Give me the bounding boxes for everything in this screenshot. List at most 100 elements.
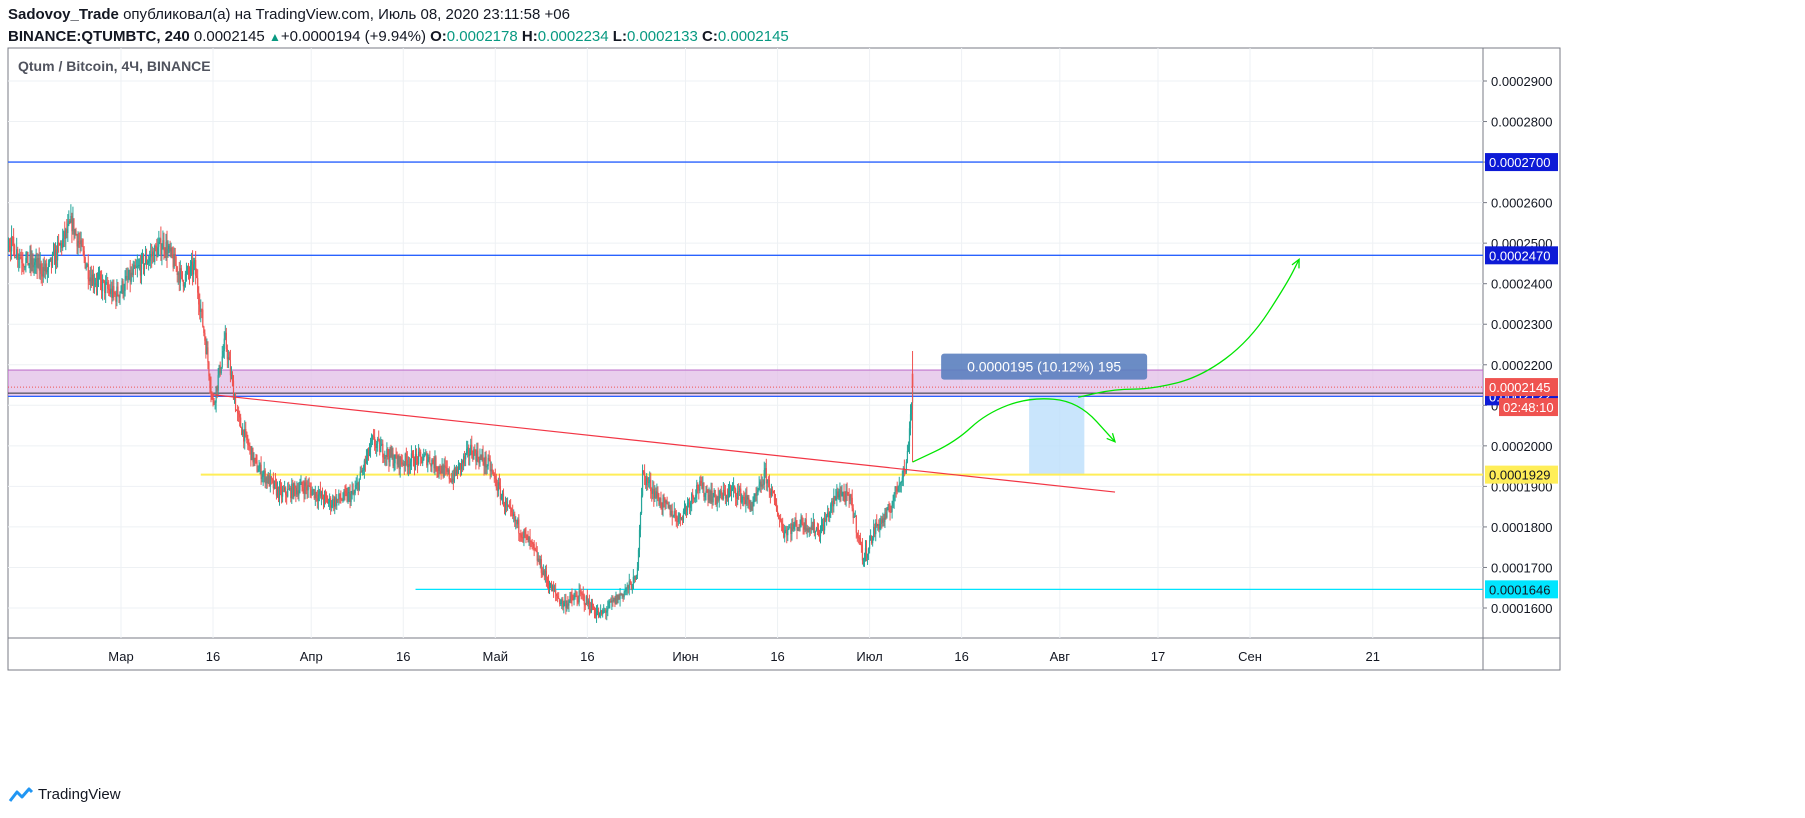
candle-body xyxy=(274,480,277,484)
candle-body xyxy=(200,309,202,312)
candle-body xyxy=(347,492,349,501)
candle-body xyxy=(320,492,323,497)
candle-body xyxy=(741,497,743,503)
author-name[interactable]: Sadovoy_Trade xyxy=(8,6,119,23)
candle-body xyxy=(664,498,666,503)
candle-body xyxy=(65,229,67,239)
candle-body xyxy=(614,598,616,604)
candle-body xyxy=(486,466,488,468)
candle-body xyxy=(670,510,672,516)
candle-body xyxy=(384,454,386,459)
candle-body xyxy=(658,498,660,505)
candle-body xyxy=(6,233,7,236)
candle-body xyxy=(834,495,836,501)
candle-body xyxy=(435,457,437,470)
candle-body xyxy=(335,497,337,506)
candle-body xyxy=(129,270,131,282)
candle-body xyxy=(702,482,704,489)
resistance-zone xyxy=(8,369,1483,397)
candle-body xyxy=(782,524,784,532)
candle-body xyxy=(356,482,358,485)
candle-body xyxy=(636,567,639,576)
candle-body xyxy=(874,526,876,535)
candle-body xyxy=(34,262,36,266)
candle-body xyxy=(700,480,702,484)
candle-body xyxy=(895,486,897,489)
candle-body xyxy=(316,498,318,501)
candle-body xyxy=(710,490,712,502)
candle-body xyxy=(39,263,41,271)
candle-body xyxy=(527,534,529,543)
candle-body xyxy=(624,591,626,593)
candle-body xyxy=(419,451,421,453)
candle-body xyxy=(754,494,756,501)
candle-body xyxy=(731,488,734,490)
candle-body xyxy=(270,476,272,479)
x-tick-label: 21 xyxy=(1366,649,1380,664)
candle-body xyxy=(312,489,314,491)
candle-body xyxy=(579,590,581,593)
candle-body xyxy=(533,543,535,549)
candle-body xyxy=(308,485,310,487)
candle-body xyxy=(139,265,142,276)
candle-body xyxy=(600,610,602,613)
candle-body xyxy=(62,238,64,249)
candle-body xyxy=(168,245,170,249)
candle-body xyxy=(747,497,749,500)
candle-body xyxy=(249,445,251,447)
candle-body xyxy=(711,490,713,503)
candle-body xyxy=(438,466,440,471)
candle-body xyxy=(152,251,154,257)
candle-body xyxy=(41,274,43,277)
candle-body xyxy=(784,530,786,538)
candle-body xyxy=(692,493,694,498)
candle-body xyxy=(750,506,752,511)
candle-body xyxy=(637,549,640,568)
candle-body xyxy=(582,593,584,596)
candle-body xyxy=(761,484,763,487)
candle-body xyxy=(11,236,14,238)
candle-body xyxy=(802,524,804,527)
candle-body xyxy=(108,288,110,291)
candle-body xyxy=(856,532,858,537)
candle-body xyxy=(853,516,855,518)
candle-body xyxy=(443,465,445,477)
candle-body xyxy=(342,499,344,501)
candle-body xyxy=(334,497,336,507)
candle-body xyxy=(801,516,803,525)
candle-body xyxy=(156,248,158,258)
candle-body xyxy=(202,309,204,327)
countdown-label: 02:48:10 xyxy=(1503,400,1554,415)
candle-body xyxy=(608,601,610,608)
candle-body xyxy=(111,288,113,298)
candle-body xyxy=(87,264,89,280)
candle-body xyxy=(305,482,307,487)
candle-body xyxy=(394,454,396,464)
candle-body xyxy=(46,269,48,273)
candle-body xyxy=(789,527,791,529)
chart-frame xyxy=(7,47,1561,671)
candle-body xyxy=(708,495,710,500)
candle-body xyxy=(723,489,725,493)
candle-body xyxy=(393,463,395,466)
symbol-name[interactable]: BINANCE:QTUMBTC, 240 xyxy=(8,28,190,45)
candle-body xyxy=(697,484,699,489)
candle-body xyxy=(47,263,49,270)
candle-body xyxy=(611,600,613,603)
level-price-tag: 0.0002470 xyxy=(1489,248,1550,263)
candle-body xyxy=(42,266,44,277)
candle-body xyxy=(725,496,728,499)
candle-body xyxy=(131,272,133,276)
candle-body xyxy=(209,376,211,387)
level-price-tag: 0.0002700 xyxy=(1489,155,1550,170)
candle-body xyxy=(511,508,513,513)
y-tick-label: 0.0001800 xyxy=(1491,520,1552,535)
candle-body xyxy=(890,511,892,513)
tradingview-logo[interactable]: TradingView xyxy=(8,786,121,803)
candle-body xyxy=(449,478,451,480)
current-price-tag-bg xyxy=(1485,378,1558,397)
candle-body xyxy=(116,286,118,302)
candle-body xyxy=(668,505,670,508)
candle-body xyxy=(684,507,687,508)
